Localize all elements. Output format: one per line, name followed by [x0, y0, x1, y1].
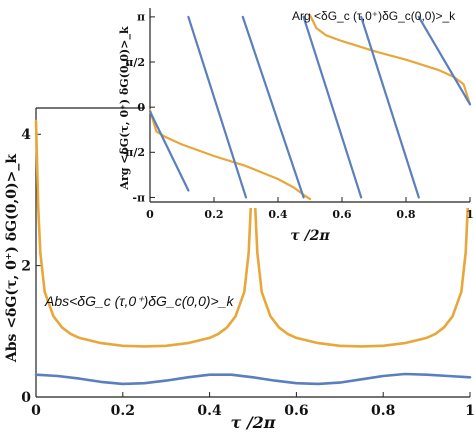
main-y-tick-label: 0	[21, 390, 31, 406]
inset-ticks: 0 0.2 0.4 0.6 0.8 1 -π -π/2 0 π/2 π	[121, 11, 474, 221]
main-series-1-line	[34, 372, 472, 386]
inset-x-tick-label: 0.4	[268, 208, 287, 221]
inset-y-axis-title: Arg <δG(τ, 0⁺) δG(0,0)>_k	[118, 26, 132, 191]
main-series-annotation: Abs<δG_c (τ,0⁺)δG_c(0,0)>_k	[44, 293, 234, 309]
inset-y-tick-label: π/2	[125, 56, 145, 69]
main-ticks: 0 0.2 0.4 0.6 0.8 1 0 2 4	[21, 127, 474, 419]
inset-y-tick-label: 0	[137, 101, 145, 114]
inset-series-annotation: Arg <δG_c (τ,0⁺)δG_c(0,0)>_k	[292, 9, 456, 23]
inset-series-1-line-segment-4	[360, 15, 420, 199]
main-x-tick-label: 1	[465, 403, 474, 419]
main-y-tick-label: 2	[21, 259, 31, 275]
inset-x-tick-label: 0.8	[396, 208, 415, 221]
inset-x-tick-label: 1	[466, 208, 474, 221]
main-x-tick-label: 0.4	[197, 403, 222, 419]
inset-y-tick-label: -π/2	[121, 146, 145, 159]
inset-panel: 0 0.2 0.4 0.6 0.8 1 -π -π/2 0 π/2 π τ /2π Arg <δG(…	[118, 0, 474, 244]
inset-x-tick-label: 0.2	[204, 208, 223, 221]
inset-y-tick-label: π	[137, 11, 145, 24]
inset-series-1-line-segment-1	[187, 15, 248, 199]
inset-x-tick-label: 0	[146, 208, 154, 221]
inset-series-1-line-segment-0	[148, 110, 190, 192]
main-x-tick-label: 0.6	[284, 403, 308, 419]
main-x-tick-label: 0.2	[111, 403, 135, 419]
main-y-tick-label: 4	[21, 127, 31, 143]
inset-x-axis-title: τ /2π	[290, 228, 330, 244]
main-x-tick-label: 0	[31, 403, 41, 419]
inset-background	[145, 0, 474, 208]
main-panel: 0 0.2 0.4 0.6 0.8 1 0 2 4 τ /2π Abs <δG(τ, 0⁺) δ…	[4, 107, 474, 432]
inset-series-1-line-segment-5	[417, 15, 472, 106]
inset-x-tick-label: 0.6	[332, 208, 351, 221]
inset-series	[148, 14, 472, 201]
inset-y-tick-label: -π	[132, 191, 145, 204]
main-x-tick-label: 0.8	[371, 403, 395, 419]
main-y-axis-title: Abs <δG(τ, 0⁺) δG(0,0)>_k	[4, 154, 20, 363]
main-x-axis-title: τ /2π	[230, 413, 275, 432]
inset-series-1-line-segment-3	[302, 15, 363, 199]
inset-series-1-line-segment-2	[241, 15, 305, 199]
inset-series-0-line-segment-1	[308, 14, 472, 106]
